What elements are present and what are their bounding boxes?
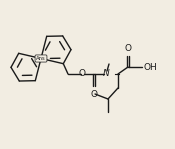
Text: OH: OH [144, 62, 158, 72]
Text: N: N [103, 69, 109, 79]
Text: O: O [124, 44, 131, 53]
Text: Ans: Ans [36, 56, 46, 61]
Text: O: O [90, 90, 97, 99]
Text: O: O [79, 69, 86, 79]
